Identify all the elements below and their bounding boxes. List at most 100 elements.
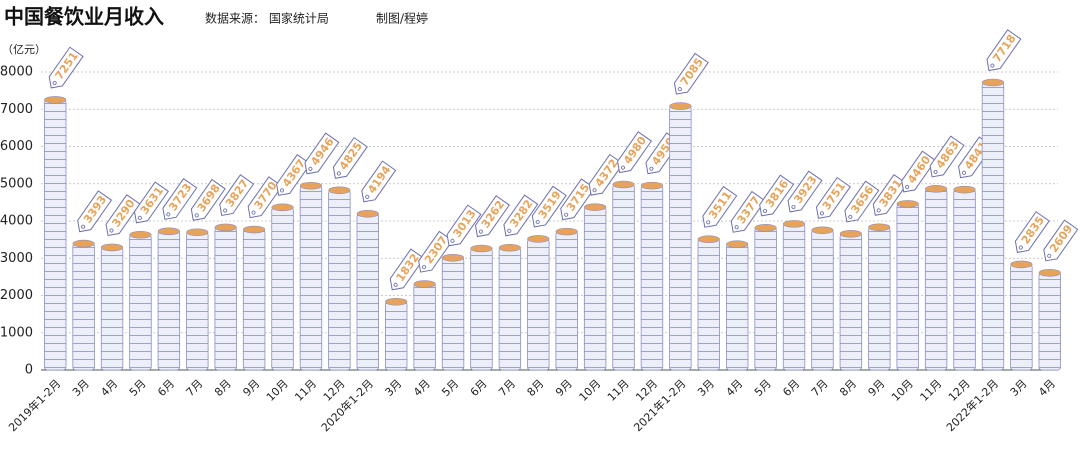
bar [44,99,67,371]
bar [413,283,436,371]
value-tag: 3013 [446,204,482,247]
tag-shape [1014,211,1050,253]
x-tick-label: 8月 [525,377,547,399]
x-tick-label: 3月 [1008,377,1030,399]
y-tick-label: 1000 [0,325,33,340]
credit: 制图/程婷 [376,11,428,26]
tag-shape [418,230,454,273]
x-tick-label: 4月 [411,377,433,399]
bar-top [129,230,152,239]
x-tick-label: 3月 [383,377,405,399]
bar [782,223,806,371]
y-tick-label: 7000 [0,102,33,117]
bar-top [44,96,67,104]
tag-hole [251,210,256,215]
bar [271,206,294,371]
bar-top [100,243,124,252]
tag-hole [137,215,142,220]
tag-shape [219,174,255,217]
bar [811,229,834,371]
bar [1010,263,1033,371]
tag-shape [247,176,283,219]
bar-top [413,280,436,288]
bar [214,227,237,371]
bar [896,203,919,371]
value-tag: 7718 [986,29,1022,72]
x-tick-label: 6月 [155,377,177,399]
source: 数据来源： 国家统计局 [205,11,329,26]
bar [726,243,749,371]
x-tick-label: 2022年1-2月 [943,376,1001,434]
bar-top [356,209,379,218]
value-tag: 4980 [617,131,653,174]
bar-top [1010,260,1033,269]
tag-hole [535,220,540,225]
bar-top [782,220,806,228]
bar [470,248,493,371]
bar-top [1038,269,1061,277]
tag-hole [194,213,199,218]
bar-top [555,227,578,236]
tag-hole [819,211,824,216]
tag-shape [1043,219,1079,262]
x-tick-label: 2020年1-2月 [318,376,376,434]
x-tick-label: 5月 [439,377,461,399]
y-axis-label: （亿元） [2,43,46,56]
value-tag: 3831 [872,173,908,216]
tag-hole [279,188,284,193]
bar-top [896,200,919,208]
chart-title: 中国餐饮业月收入 [4,5,164,29]
tag-shape [815,176,851,219]
tag-hole [564,212,569,217]
tag-hole [649,166,654,171]
y-tick-label: 0 [25,363,33,378]
tag-hole [166,212,171,217]
value-tag: 3393 [77,190,113,233]
x-tick-label: 2019年1-2月 [5,376,63,434]
tag-hole [1018,245,1023,250]
bar [839,233,863,371]
y-tick-label: 8000 [0,65,33,80]
bar-top [441,253,465,262]
tag-shape [844,180,880,223]
tag-shape [617,131,653,174]
x-tick-label: 3月 [695,377,717,399]
tag-shape [901,150,937,193]
tag-shape [872,173,908,216]
value-tag: 3511 [702,185,738,228]
tag-hole [763,208,768,213]
bar [72,243,95,371]
tag-shape [389,248,425,291]
bar [640,185,664,371]
bar [868,226,891,371]
bar-top [186,228,209,237]
x-tick-label: 9月 [553,377,575,399]
x-tick-label: 6月 [780,377,802,399]
x-tick-label: 5月 [127,377,149,399]
tag-hole [791,204,796,209]
bar [186,231,209,371]
bar [555,231,578,371]
x-tick-label: 7月 [809,377,831,399]
value-tag: 3723 [162,177,198,220]
bar-top [527,235,550,243]
tag-hole [620,165,625,170]
tag-shape [332,136,368,179]
tag-hole [393,282,398,287]
bar [669,105,692,371]
tag-hole [876,208,881,213]
tag-hole [734,225,739,230]
value-tag: 7085 [673,52,709,95]
tag-shape [361,160,397,203]
bar-top [811,226,834,235]
tag-shape [560,178,596,221]
tag-shape [48,46,84,89]
value-tag: 4946 [304,132,340,175]
y-tick-label: 4000 [0,214,33,229]
bar [328,189,351,371]
tag-hole [1047,253,1052,258]
x-tick-label: 9月 [866,377,888,399]
y-tick-label: 5000 [0,176,33,191]
tag-shape [503,194,539,237]
bar-top [953,185,976,194]
